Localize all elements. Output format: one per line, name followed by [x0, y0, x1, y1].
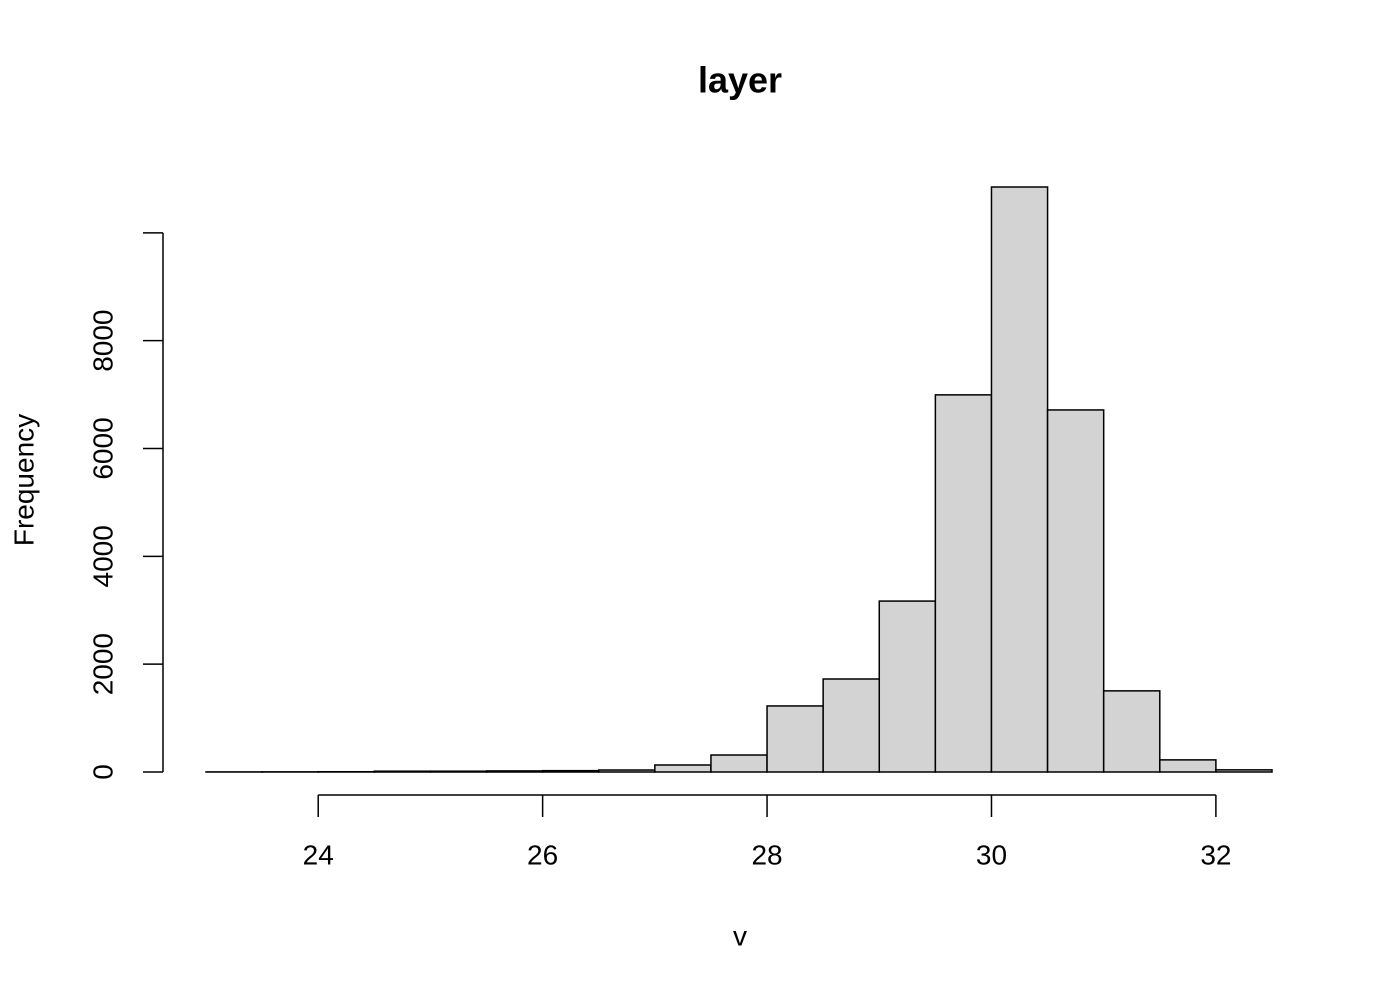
x-tick-label: 30: [976, 839, 1007, 870]
bar: [373, 770, 432, 773]
bar: [822, 678, 881, 773]
bar: [710, 754, 768, 773]
bar: [934, 394, 993, 773]
y-tick-label: 0: [87, 764, 118, 780]
bar: [878, 600, 937, 773]
y-tick-label: 8000: [87, 310, 118, 372]
y-axis-label: Frequency: [8, 414, 39, 546]
x-tick-label: 28: [751, 839, 782, 870]
bar: [485, 770, 544, 773]
bar: [429, 770, 488, 773]
bar: [1215, 769, 1273, 773]
bar: [1046, 409, 1105, 773]
y-tick-label: 2000: [87, 633, 118, 695]
x-tick-label: 24: [303, 839, 334, 870]
chart-title: layer: [698, 60, 782, 101]
bar: [541, 769, 600, 773]
bar: [1159, 759, 1217, 773]
x-axis-label: v: [733, 920, 747, 951]
bar: [1102, 690, 1161, 773]
bar: [990, 186, 1049, 773]
bar: [654, 764, 712, 773]
y-tick-label: 4000: [87, 525, 118, 587]
y-tick-label: 6000: [87, 417, 118, 479]
bar: [766, 705, 824, 773]
x-tick-label: 26: [527, 839, 558, 870]
x-tick-label: 32: [1200, 839, 1231, 870]
bar: [597, 769, 656, 773]
